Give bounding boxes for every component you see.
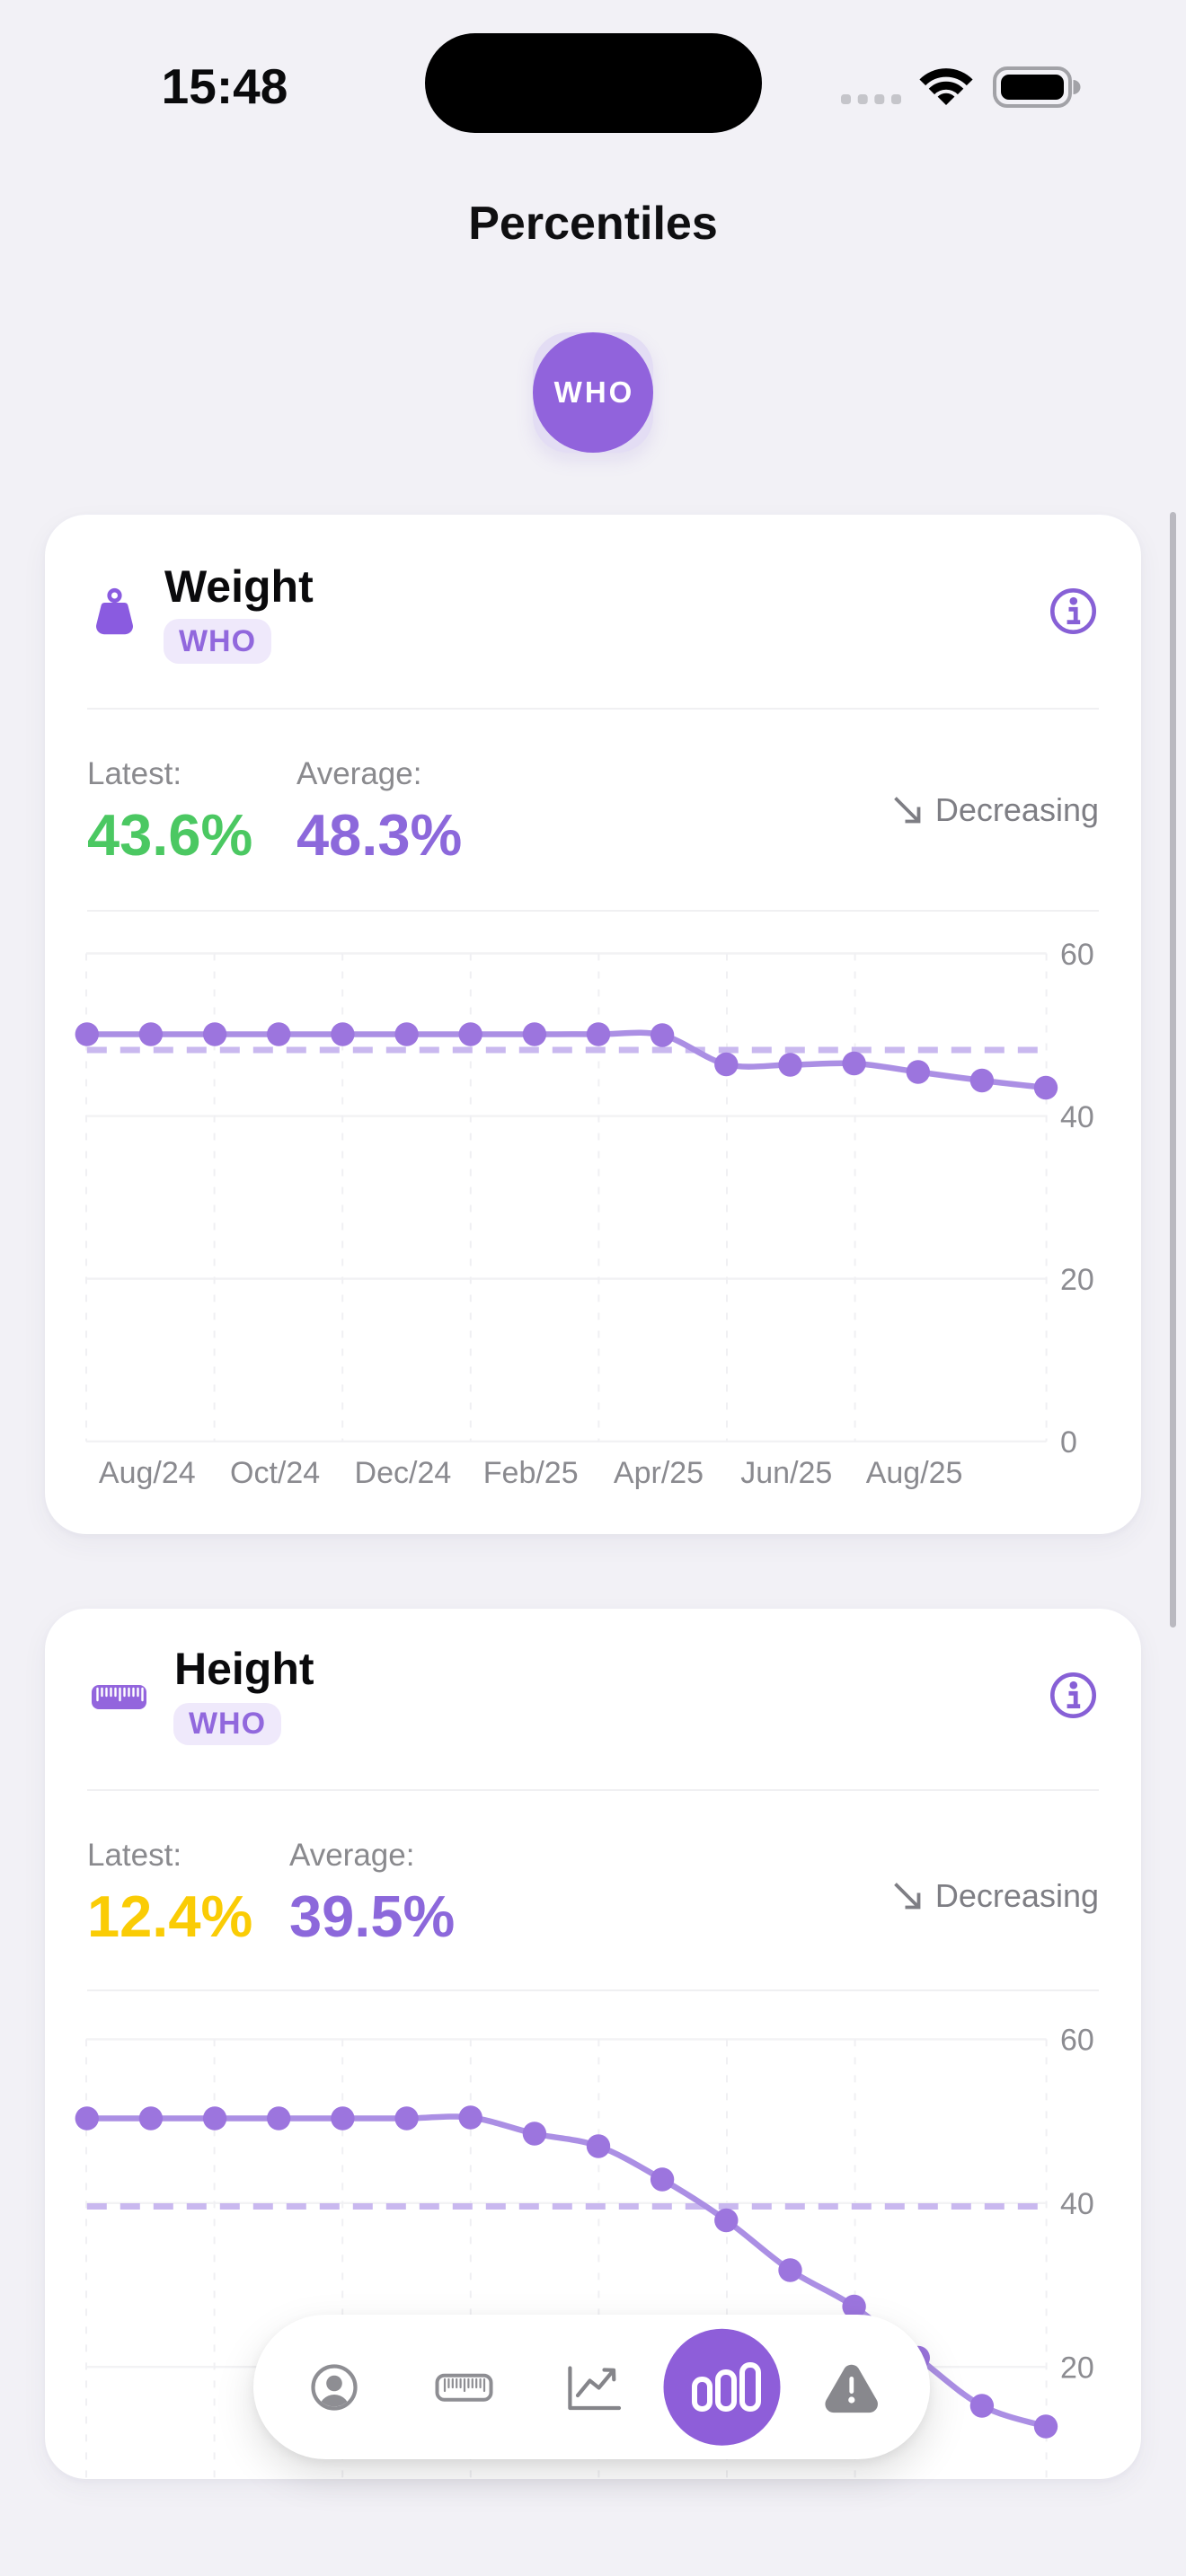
svg-text:Feb/25: Feb/25 <box>483 1456 579 1490</box>
svg-text:60: 60 <box>1060 2024 1094 2058</box>
svg-text:Jun/25: Jun/25 <box>740 1456 832 1490</box>
svg-text:20: 20 <box>1060 2351 1094 2386</box>
svg-text:Oct/24: Oct/24 <box>230 1456 320 1490</box>
svg-text:Aug/24: Aug/24 <box>99 1456 196 1490</box>
svg-text:60: 60 <box>1060 938 1094 972</box>
svg-text:Apr/25: Apr/25 <box>614 1456 704 1490</box>
svg-text:Dec/24: Dec/24 <box>355 1456 452 1490</box>
svg-text:40: 40 <box>1060 1100 1094 1134</box>
svg-text:Aug/25: Aug/25 <box>866 1456 963 1490</box>
svg-text:20: 20 <box>1060 1263 1094 1297</box>
svg-text:0: 0 <box>1060 1425 1077 1460</box>
svg-text:40: 40 <box>1060 2187 1094 2221</box>
